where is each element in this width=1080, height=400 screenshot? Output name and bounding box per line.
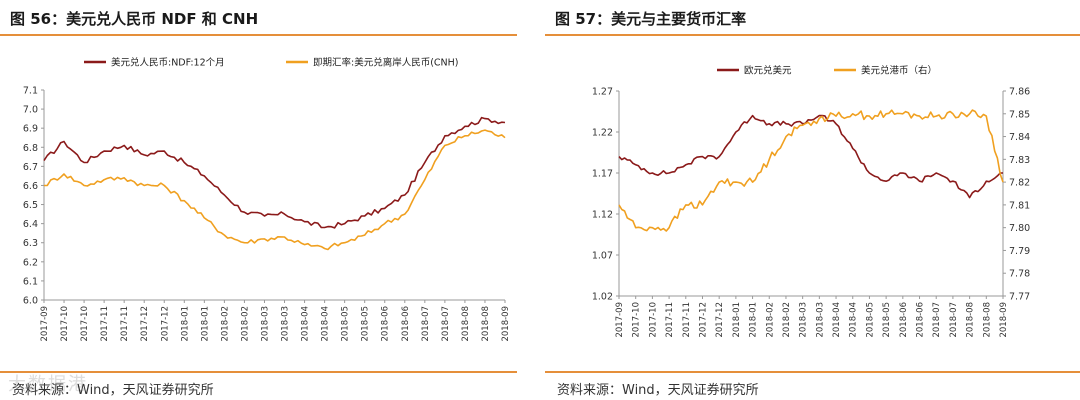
x-tick-label: 2018-03 [799,302,809,338]
x-tick-label: 2018-05 [865,302,875,338]
x-tick-label: 2018-03 [815,302,825,338]
y-tick-label: 7.1 [23,86,38,97]
series-line-2 [618,109,1004,232]
x-tick-label: 2018-07 [932,302,942,338]
x-tick-label: 2018-08 [461,306,471,342]
y-tick-label: 1.17 [592,169,613,180]
y2-tick-label: 7.80 [1009,223,1030,234]
y-tick-label: 6.7 [23,162,38,173]
y2-tick-label: 7.86 [1009,87,1030,98]
x-tick-label: 2017-12 [715,302,725,338]
x-tick-label: 2018-04 [321,306,331,342]
x-tick-label: 2018-07 [949,302,959,338]
y-tick-label: 6.6 [23,181,38,192]
right-chart-title: 图 57：美元与主要货币汇率 [555,10,747,28]
y-tick-label: 6.9 [23,124,38,135]
right-source-note: 资料来源：Wind，天风证券研究所 [557,383,759,398]
x-tick-label: 2017-11 [682,302,692,338]
y2-tick-label: 7.81 [1009,200,1030,211]
x-tick-label: 2018-01 [732,302,742,338]
x-tick-label: 2018-01 [180,306,190,342]
x-tick-label: 2017-12 [160,306,170,342]
x-tick-label: 2018-08 [481,306,491,342]
x-tick-label: 2018-05 [882,302,892,338]
y2-tick-label: 7.82 [1009,178,1030,189]
x-tick-label: 2018-09 [999,302,1009,338]
x-tick-label: 2018-06 [916,302,926,338]
y2-tick-label: 7.85 [1009,109,1030,120]
y-tick-label: 6.3 [23,238,38,249]
y-tick-label: 7.0 [23,105,38,116]
legend-label: 欧元兑美元 [744,65,792,77]
x-tick-label: 2018-01 [749,302,759,338]
series-line-1 [43,116,506,229]
y2-tick-label: 7.77 [1009,292,1030,303]
y-tick-label: 6.4 [23,219,38,230]
x-tick-label: 2017-11 [120,306,130,342]
x-tick-label: 2017-09 [615,302,625,338]
x-tick-label: 2018-06 [381,306,391,342]
x-tick-label: 2018-01 [200,306,210,342]
x-tick-label: 2018-07 [421,306,431,342]
title-rule [545,34,1080,36]
x-tick-label: 2018-08 [982,302,992,338]
x-tick-label: 2017-11 [665,302,675,338]
watermark-logo: 大数据港 [8,374,88,395]
legend-label: 美元兑人民币:NDF:12个月 [111,57,225,69]
footer-rule [0,371,517,373]
x-tick-label: 2018-09 [501,306,511,342]
y-tick-label: 1.22 [592,128,613,139]
x-tick-label: 2018-02 [220,306,230,342]
y2-tick-label: 7.78 [1009,269,1030,280]
title-rule [0,34,517,36]
x-tick-label: 2018-05 [341,306,351,342]
footer-rule [545,371,1080,373]
x-tick-label: 2018-05 [361,306,371,342]
right-chart: 1.02 1.07 1.12 1.17 1.22 1.27 7.77 7.78 7.79 7.80… [592,65,1030,338]
y-tick-label: 1.07 [592,251,613,262]
x-tick-label: 2017-12 [140,306,150,342]
legend-label: 即期汇率:美元兑离岸人民币(CNH) [313,57,459,69]
x-tick-label: 2017-09 [40,306,50,342]
x-tick-label: 2018-02 [782,302,792,338]
x-tick-label: 2018-08 [966,302,976,338]
y-tick-label: 6.8 [23,143,38,154]
y2-tick-label: 7.84 [1009,132,1030,143]
x-tick-label: 2017-10 [60,306,70,342]
y-tick-label: 6.5 [23,200,38,211]
right-chart-panel: 图 57：美元与主要货币汇率 1.02 1.07 1.12 1.17 1.22 1.27 7… [545,0,1080,400]
x-tick-label: 2018-04 [832,302,842,338]
left-chart-title: 图 56：美元兑人民币 NDF 和 CNH [10,10,259,28]
y2-tick-label: 7.79 [1009,246,1030,257]
legend-label: 美元兑港币（右） [861,65,937,77]
y-tick-label: 1.02 [592,292,613,303]
y-tick-label: 6.2 [23,257,38,268]
x-tick-label: 2018-03 [260,306,270,342]
x-tick-label: 2017-11 [100,306,110,342]
x-tick-label: 2017-10 [632,302,642,338]
x-tick-label: 2018-03 [281,306,291,342]
x-tick-label: 2018-04 [301,306,311,342]
left-chart-panel: 图 56：美元兑人民币 NDF 和 CNH 6.0 6.1 6.2 6.3 6.4 6.5… [0,0,530,400]
x-tick-label: 2017-10 [80,306,90,342]
x-tick-label: 2018-06 [899,302,909,338]
y-tick-label: 6.1 [23,276,38,287]
left-source-note: 资料来源：Wind，天风证券研究所 [12,383,214,398]
y-tick-label: 1.27 [592,87,613,98]
x-tick-label: 2018-02 [240,306,250,342]
y-tick-label: 6.0 [23,296,38,307]
x-tick-label: 2018-07 [441,306,451,342]
y2-tick-label: 7.83 [1009,155,1030,166]
y-tick-label: 1.12 [592,210,613,221]
series-line-1 [618,114,1003,199]
x-tick-label: 2018-04 [849,302,859,338]
series-line-2 [43,129,506,251]
x-tick-label: 2017-12 [698,302,708,338]
x-tick-label: 2018-06 [401,306,411,342]
x-tick-label: 2018-02 [765,302,775,338]
left-chart: 6.0 6.1 6.2 6.3 6.4 6.5 6.6 6.7 6.8 6.9 7.0 7.1 2017… [23,57,511,342]
x-tick-label: 2017-10 [648,302,658,338]
